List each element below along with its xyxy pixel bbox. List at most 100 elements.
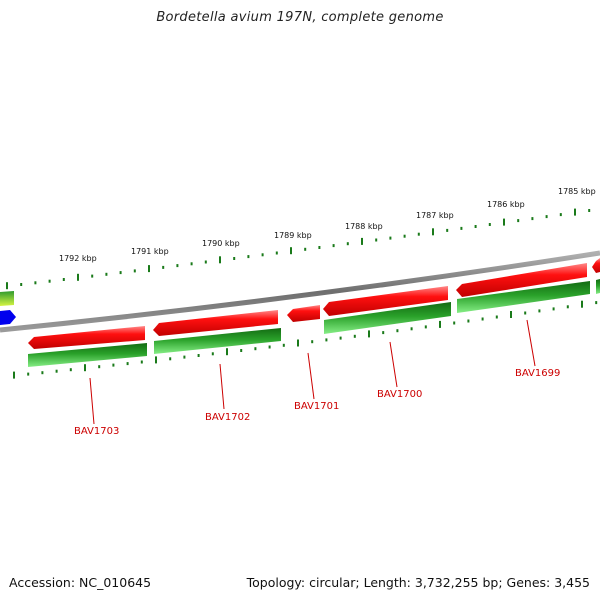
inner-tick-scale [13,300,598,379]
minor-tick [325,338,328,342]
minor-tick [424,325,427,329]
minor-tick [48,279,51,283]
gene-label-bav1701[interactable]: BAV1701 [294,401,339,412]
gene-label-bav1702[interactable]: BAV1702 [205,412,250,423]
leader-line [219,363,225,410]
gene-labels: BAV1699 BAV1700 BAV1701 BAV1702 BAV1703 [74,368,560,437]
minor-tick [389,236,392,240]
gene-arrow-bav1703[interactable] [28,326,145,349]
gene-bands-green [28,281,590,367]
partial-feature-blue-left [0,310,16,325]
minor-tick [133,269,136,273]
minor-tick [588,209,591,212]
minor-tick [162,265,165,269]
major-tick [439,320,441,328]
tick-label: 1790 kbp [202,239,240,248]
minor-tick [197,354,200,357]
minor-tick [275,251,278,255]
minor-tick [282,343,285,347]
minor-tick [55,369,58,373]
outer-tick-scale [6,208,591,290]
major-tick [219,256,221,264]
major-tick [226,348,228,356]
green-band [28,343,147,367]
tick-label: 1787 kbp [416,211,454,220]
genome-backbone [0,250,600,333]
minor-tick [268,345,271,349]
minor-tick [446,228,449,232]
minor-tick [339,336,342,340]
minor-tick [517,219,520,223]
gene-arrow-bav1702[interactable] [153,310,278,336]
minor-tick [396,329,399,333]
minor-tick [254,347,257,351]
major-tick [510,311,512,318]
tick-label: 1788 kbp [345,222,383,231]
gene-arrow-bav1701[interactable] [287,305,320,322]
major-tick [297,339,299,347]
minor-tick [538,309,541,313]
minor-tick [62,278,65,281]
major-tick [290,247,292,255]
major-tick [432,228,434,236]
tick-label: 1786 kbp [487,200,525,209]
minor-tick [261,253,264,257]
minor-tick [332,244,335,248]
green-band [457,281,590,313]
minor-tick [126,362,129,366]
map-title: Bordetella avium 197N, complete genome [156,10,444,25]
gene-arrow-bav1699[interactable] [456,263,587,297]
minor-tick [204,260,207,264]
tick-label: 1789 kbp [274,231,312,240]
gene-label-bav1699[interactable]: BAV1699 [515,368,560,379]
gene-label-bav1700[interactable]: BAV1700 [377,389,422,400]
leader-line [89,377,95,425]
minor-tick [495,315,498,319]
gene-arrow-bav1700[interactable] [323,286,448,316]
minor-tick [545,215,548,219]
minor-tick [346,242,349,246]
gene-label-bav1703[interactable]: BAV1703 [74,426,119,437]
minor-tick [183,355,186,359]
major-tick [84,364,86,372]
minor-tick [140,360,143,364]
minor-tick [169,357,172,361]
minor-tick [233,257,236,260]
minor-tick [460,226,463,230]
minor-tick [27,372,30,376]
minor-tick [311,340,314,344]
major-tick [361,237,363,245]
partial-gene-green-right [596,279,600,294]
major-tick [503,218,505,226]
major-tick [574,208,576,216]
minor-tick [69,368,72,372]
minor-tick [524,311,527,315]
minor-tick [105,272,108,276]
minor-tick [474,225,477,228]
minor-tick [247,255,250,259]
minor-tick [552,307,555,311]
minor-tick [20,283,23,286]
gene-arrows-red [28,263,587,349]
major-tick [148,265,150,273]
minor-tick [403,234,406,238]
tick-labels: 1785 kbp 1786 kbp 1787 kbp 1788 kbp 1789… [59,187,596,263]
minor-tick [382,331,385,335]
minor-tick [559,213,562,217]
minor-tick [318,246,321,249]
major-tick [77,273,79,281]
gene-label-leaders [89,319,536,425]
minor-tick [112,363,115,367]
green-band [154,328,281,354]
tick-label: 1792 kbp [59,254,97,263]
major-tick [368,330,370,338]
partial-gene-red-right [592,258,600,273]
major-tick [581,300,583,308]
minor-tick [467,319,470,323]
minor-tick [353,334,356,338]
leader-line [389,341,398,388]
major-tick [155,356,157,364]
minor-tick [41,371,44,375]
minor-tick [98,365,101,369]
